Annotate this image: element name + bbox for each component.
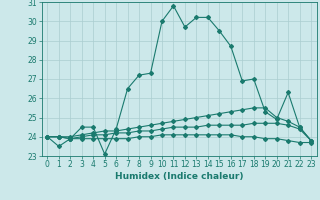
X-axis label: Humidex (Indice chaleur): Humidex (Indice chaleur) [115,172,244,181]
